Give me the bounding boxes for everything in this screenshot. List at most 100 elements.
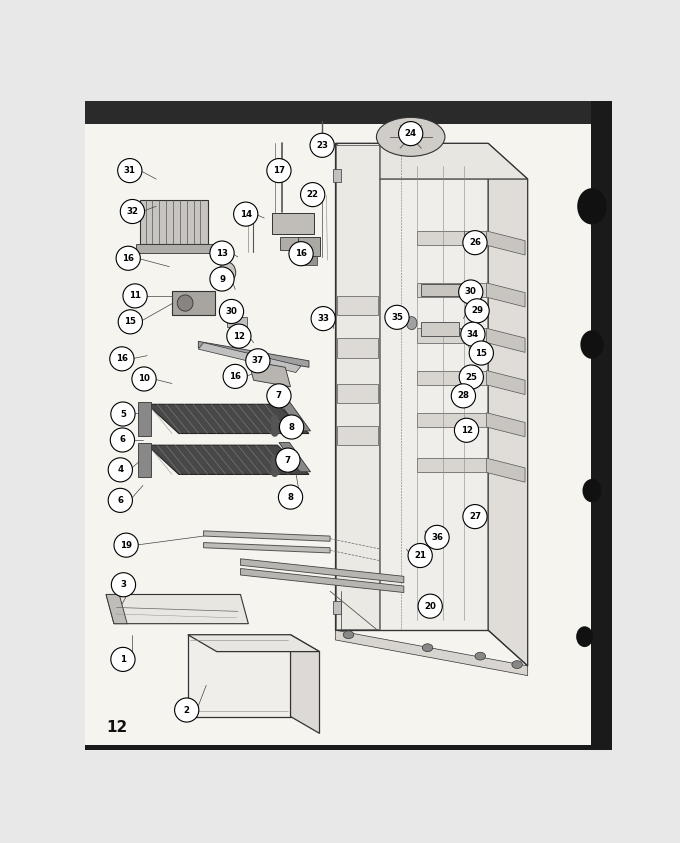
Ellipse shape [458, 280, 483, 304]
Ellipse shape [469, 341, 494, 365]
Text: 7: 7 [285, 455, 291, 464]
Text: 11: 11 [129, 292, 141, 300]
Circle shape [407, 317, 417, 330]
Polygon shape [417, 283, 487, 298]
Polygon shape [487, 413, 525, 437]
Ellipse shape [418, 594, 442, 618]
Polygon shape [417, 231, 487, 245]
Text: 6: 6 [118, 496, 123, 505]
Ellipse shape [512, 661, 522, 668]
Ellipse shape [108, 458, 133, 482]
Ellipse shape [461, 322, 485, 346]
Text: 31: 31 [124, 166, 136, 175]
Text: 3: 3 [120, 580, 126, 589]
Text: 16: 16 [122, 254, 134, 263]
Text: 33: 33 [317, 314, 329, 323]
Text: 15: 15 [124, 317, 136, 326]
Ellipse shape [425, 525, 449, 550]
Polygon shape [337, 296, 378, 315]
Text: 19: 19 [120, 540, 132, 550]
Circle shape [580, 330, 604, 359]
Polygon shape [188, 635, 320, 652]
Text: 12: 12 [106, 720, 127, 735]
Ellipse shape [123, 284, 147, 308]
Polygon shape [337, 338, 378, 357]
Ellipse shape [108, 488, 133, 513]
Polygon shape [241, 559, 404, 583]
Polygon shape [279, 402, 311, 431]
Polygon shape [301, 255, 317, 265]
Text: 10: 10 [138, 374, 150, 384]
Polygon shape [272, 212, 314, 234]
Circle shape [271, 422, 278, 430]
Polygon shape [335, 143, 528, 179]
Ellipse shape [310, 133, 335, 158]
Text: 6: 6 [120, 436, 125, 444]
Polygon shape [147, 445, 309, 475]
Ellipse shape [267, 384, 291, 408]
Polygon shape [172, 291, 215, 315]
Circle shape [577, 188, 607, 224]
Polygon shape [591, 101, 612, 750]
Polygon shape [241, 568, 404, 593]
Polygon shape [487, 371, 525, 395]
Ellipse shape [118, 158, 142, 183]
Ellipse shape [234, 202, 258, 226]
Ellipse shape [110, 428, 135, 452]
Polygon shape [137, 443, 151, 477]
Ellipse shape [118, 310, 142, 334]
Ellipse shape [289, 242, 313, 266]
Circle shape [583, 479, 601, 502]
Polygon shape [136, 244, 214, 253]
Circle shape [271, 455, 278, 464]
Ellipse shape [114, 533, 138, 557]
Ellipse shape [276, 448, 300, 472]
Text: 20: 20 [424, 602, 436, 610]
Circle shape [271, 428, 278, 436]
Ellipse shape [385, 305, 409, 330]
Polygon shape [487, 231, 525, 255]
Ellipse shape [226, 324, 251, 348]
Polygon shape [199, 342, 301, 373]
Ellipse shape [377, 117, 445, 156]
Ellipse shape [109, 346, 134, 371]
Text: 24: 24 [405, 129, 417, 138]
Polygon shape [487, 328, 525, 352]
Ellipse shape [210, 267, 234, 291]
Ellipse shape [175, 698, 199, 722]
Text: 7: 7 [276, 391, 282, 400]
Ellipse shape [279, 415, 304, 439]
Polygon shape [335, 143, 488, 631]
Text: 12: 12 [233, 331, 245, 341]
Polygon shape [203, 531, 330, 541]
Ellipse shape [220, 299, 243, 324]
Ellipse shape [465, 298, 489, 323]
Ellipse shape [406, 134, 415, 140]
Text: 26: 26 [469, 239, 481, 247]
Text: 16: 16 [229, 372, 241, 381]
Ellipse shape [111, 402, 135, 426]
Text: 28: 28 [458, 391, 469, 400]
Circle shape [271, 462, 278, 470]
Ellipse shape [223, 364, 248, 389]
Ellipse shape [459, 365, 483, 389]
Polygon shape [106, 594, 248, 624]
Polygon shape [487, 458, 525, 482]
Polygon shape [333, 169, 341, 182]
Text: 14: 14 [239, 210, 252, 218]
Polygon shape [279, 443, 311, 472]
Polygon shape [417, 371, 487, 384]
Ellipse shape [245, 349, 270, 373]
Text: 30: 30 [226, 307, 237, 316]
Polygon shape [487, 283, 525, 307]
Text: 1: 1 [120, 655, 126, 664]
Text: 23: 23 [316, 141, 328, 150]
Polygon shape [203, 543, 330, 553]
Polygon shape [188, 635, 290, 717]
Polygon shape [299, 238, 320, 255]
Ellipse shape [301, 183, 325, 207]
Text: 8: 8 [288, 492, 294, 502]
Text: 16: 16 [295, 250, 307, 258]
Ellipse shape [311, 307, 335, 330]
Polygon shape [337, 384, 378, 403]
